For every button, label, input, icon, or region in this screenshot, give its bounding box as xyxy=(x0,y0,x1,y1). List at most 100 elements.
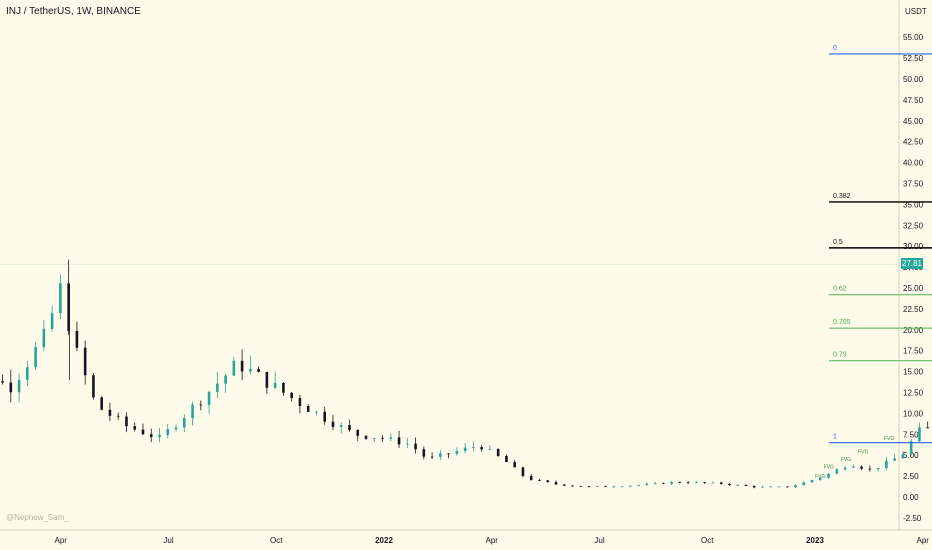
x-tick-label: Apr xyxy=(486,536,499,545)
y-tick-label: 32.50 xyxy=(903,221,924,230)
candle-body xyxy=(315,411,318,413)
candle-body xyxy=(447,453,450,455)
candle-body xyxy=(298,398,302,407)
fvg-label: FVG xyxy=(824,465,834,471)
candle-body xyxy=(372,438,376,439)
candle-body xyxy=(323,411,327,422)
candle-body xyxy=(92,375,95,398)
candle-body xyxy=(282,383,285,393)
candle-body xyxy=(827,473,830,478)
y-tick-label: 25.00 xyxy=(903,284,924,293)
candle-body xyxy=(736,484,740,486)
y-tick-label: 35.00 xyxy=(903,200,924,209)
candle-body xyxy=(670,482,673,484)
price-unit: USDT xyxy=(905,7,927,16)
candle-body xyxy=(513,462,516,468)
candle-body xyxy=(125,416,128,427)
candle-body xyxy=(521,467,525,476)
y-tick-label: 47.50 xyxy=(903,96,924,105)
y-tick-label: 2.50 xyxy=(903,472,919,481)
candle-body xyxy=(265,371,269,388)
x-tick-label: Apr xyxy=(917,536,930,545)
candle-body xyxy=(885,460,888,469)
y-tick-label: 42.50 xyxy=(903,138,924,147)
candle-body xyxy=(785,486,789,488)
candle-body xyxy=(364,435,368,439)
candle-body xyxy=(752,485,756,488)
fvg-label: FVG xyxy=(884,436,894,442)
candle-body xyxy=(463,447,467,452)
candle-body xyxy=(59,283,62,314)
candle-body xyxy=(108,409,112,416)
candle-body xyxy=(587,486,591,488)
y-tick-label: 17.50 xyxy=(903,347,924,356)
candle-body xyxy=(348,425,351,430)
candle-body xyxy=(918,427,921,442)
candle-body xyxy=(232,360,236,376)
candle-body xyxy=(406,443,409,445)
y-tick-label: 55.00 xyxy=(903,33,924,42)
candle-body xyxy=(488,449,492,450)
candle-body xyxy=(719,482,723,484)
author-watermark: @Nephew_Sam_ xyxy=(6,513,69,522)
candle-body xyxy=(356,429,360,436)
candle-body xyxy=(257,368,260,372)
candle-body xyxy=(695,482,698,483)
candle-body xyxy=(529,475,533,481)
candle-body xyxy=(339,425,343,427)
candle-body xyxy=(909,441,913,455)
candle-body xyxy=(843,467,847,470)
candle-body xyxy=(678,482,682,483)
fvg-label: FVG xyxy=(841,457,851,463)
candle-body xyxy=(199,404,203,406)
x-tick-label: Oct xyxy=(270,536,283,545)
candle-body xyxy=(166,429,170,435)
candle-body xyxy=(761,486,764,488)
x-tick-label: 2022 xyxy=(375,536,393,545)
y-tick-label: 7.50 xyxy=(903,430,919,439)
candle-body xyxy=(711,482,715,484)
y-tick-label: 15.00 xyxy=(903,368,924,377)
candle-body xyxy=(703,482,706,483)
candle-body xyxy=(182,417,186,428)
y-tick-label: -2.50 xyxy=(903,514,922,523)
candle-body xyxy=(728,483,731,486)
candle-body xyxy=(868,468,872,470)
y-tick-label: 45.00 xyxy=(903,117,924,126)
candle-body xyxy=(75,330,79,348)
y-tick-label: 40.00 xyxy=(903,159,924,168)
candle-body xyxy=(810,479,814,483)
candle-body xyxy=(414,443,417,450)
candle-body xyxy=(472,447,475,448)
y-tick-label: 5.00 xyxy=(903,451,919,460)
candle-body xyxy=(83,347,87,376)
y-tick-label: 50.00 xyxy=(903,75,924,84)
fib-level-label: 1 xyxy=(833,434,837,441)
candle-body xyxy=(926,427,929,429)
candle-body xyxy=(496,449,500,456)
candle-body xyxy=(629,485,632,487)
candle-body xyxy=(26,367,29,380)
fib-level-label: 0.705 xyxy=(833,319,851,326)
candle-body xyxy=(207,391,211,405)
candle-body xyxy=(538,480,541,481)
candle-body xyxy=(67,283,70,331)
y-tick-label: 20.00 xyxy=(903,326,924,335)
x-tick-label: Apr xyxy=(55,536,68,545)
fvg-label: FVG xyxy=(858,450,868,456)
candle-body xyxy=(158,434,161,437)
candle-body xyxy=(331,421,335,427)
candle-body xyxy=(686,482,690,484)
candle-body xyxy=(835,469,839,474)
candle-body xyxy=(562,484,566,486)
candle-body xyxy=(224,375,227,384)
price-axis-panel xyxy=(899,0,932,550)
fib-level-label: 0.5 xyxy=(833,239,843,246)
candle-body xyxy=(174,427,178,430)
candle-body xyxy=(397,437,401,445)
y-tick-label: 0.00 xyxy=(903,493,919,502)
candle-body xyxy=(240,360,244,372)
candle-body xyxy=(439,453,442,457)
candle-body xyxy=(17,379,21,393)
